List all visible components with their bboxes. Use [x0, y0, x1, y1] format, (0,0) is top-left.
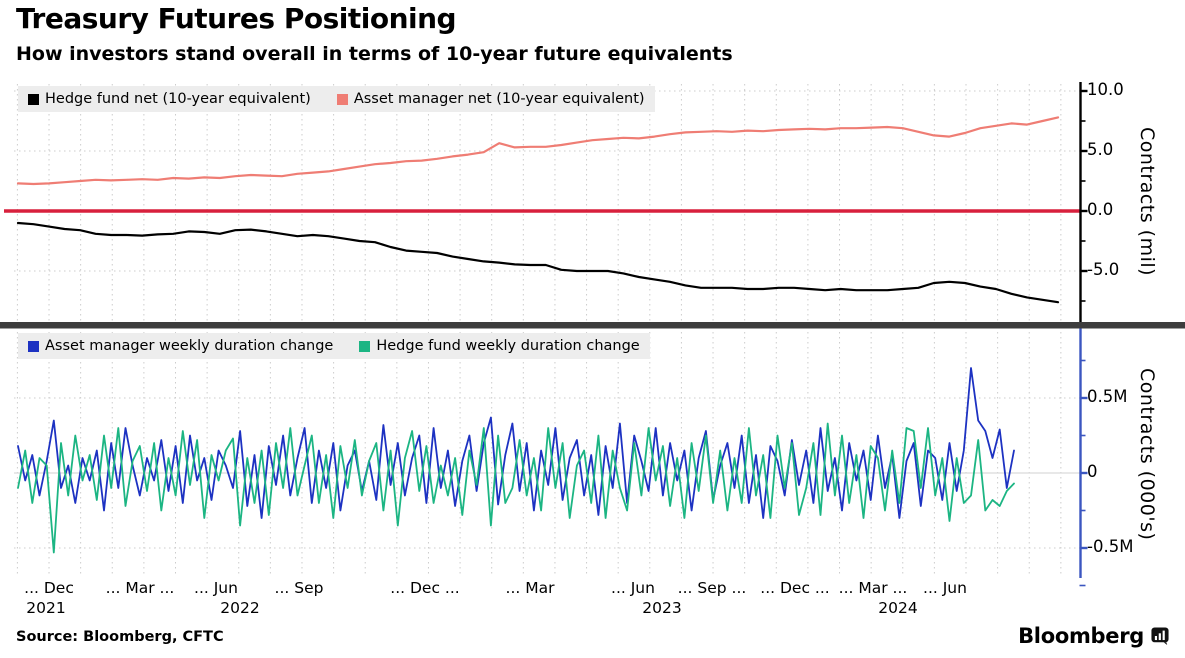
x-axis-label: ... Mar ...: [105, 579, 175, 597]
x-axis-label: ... Sep ...: [677, 579, 747, 597]
legend-label: Hedge fund net (10-year equivalent): [45, 91, 311, 107]
x-axis-label: ... Jun: [194, 579, 238, 597]
bloomberg-brand: Bloomberg: [1018, 624, 1169, 648]
duration-change-line-hf_change: [17, 422, 1015, 554]
y-tick-label: -5.0: [1087, 260, 1120, 279]
x-axis-label: ... Mar: [505, 579, 555, 597]
bottom-y-axis-title: Contracts (000's): [1136, 367, 1158, 541]
panel-separator: [0, 322, 1185, 329]
duration-change-line-am_change: [17, 367, 1015, 519]
legend-label: Asset manager weekly duration change: [45, 338, 334, 354]
legend-item: Hedge fund weekly duration change: [359, 338, 640, 354]
y-tick-label: 0.5M: [1087, 387, 1128, 406]
x-axis-label: ... Dec ...: [390, 579, 460, 597]
x-axis-year-label: 2021: [26, 599, 66, 617]
x-axis-label: ... Mar ...: [838, 579, 908, 597]
legend-item: Hedge fund net (10-year equivalent): [28, 91, 311, 107]
legend-item: Asset manager net (10-year equivalent): [336, 91, 645, 107]
page-title: Treasury Futures Positioning: [16, 2, 457, 35]
legend-swatch-icon: [336, 93, 348, 105]
legend-label: Asset manager net (10-year equivalent): [353, 91, 645, 107]
y-tick-label: 5.0: [1087, 140, 1114, 159]
bloomberg-chart-icon: [1151, 627, 1169, 645]
net-position-line-asset: [16, 116, 1060, 186]
net-position-line-hedge: [16, 221, 1060, 304]
y-tick-label: 10.0: [1087, 80, 1124, 99]
x-axis-label: ... Dec: [24, 579, 74, 597]
legend-swatch-icon: [28, 340, 39, 352]
bottom-panel-legend: Asset manager weekly duration change Hedg…: [18, 333, 650, 359]
y-tick-label: -0.5M: [1087, 537, 1134, 556]
x-axis-label: ... Jun: [923, 579, 967, 597]
x-axis-year-label: 2022: [220, 599, 260, 617]
x-axis-year-label: 2023: [642, 599, 682, 617]
source-attribution: Source: Bloomberg, CFTC: [16, 629, 224, 645]
legend-swatch-icon: [28, 93, 39, 105]
x-axis-label: ... Jun: [611, 579, 655, 597]
top-y-axis-title: Contracts (mil): [1136, 127, 1158, 277]
x-axis-label: ... Sep: [274, 579, 324, 597]
x-axis-year-label: 2024: [878, 599, 918, 617]
top-panel-legend: Hedge fund net (10-year equivalent) Asset…: [18, 86, 655, 112]
y-tick-label: 0.0: [1087, 200, 1114, 219]
legend-swatch-icon: [359, 340, 371, 352]
bloomberg-wordmark: Bloomberg: [1018, 624, 1144, 648]
x-axis-label: ... Dec ...: [760, 579, 830, 597]
legend-item: Asset manager weekly duration change: [28, 338, 333, 354]
legend-label: Hedge fund weekly duration change: [376, 338, 640, 354]
chart-subtitle: How investors stand overall in terms of …: [16, 43, 733, 65]
y-tick-label: 0: [1087, 462, 1098, 481]
